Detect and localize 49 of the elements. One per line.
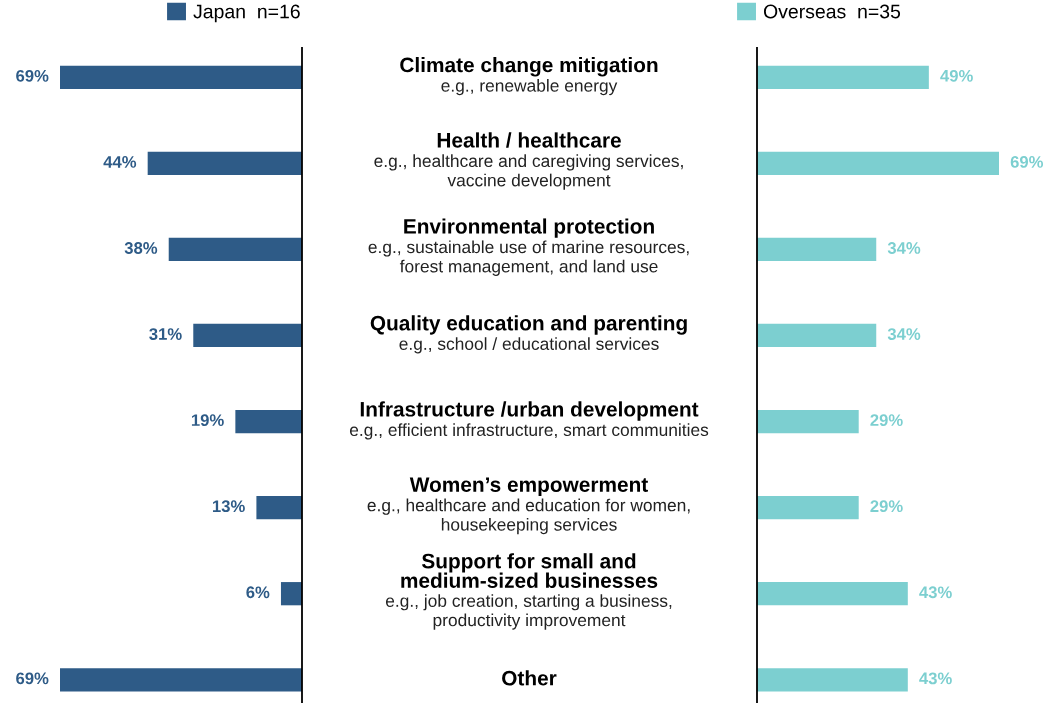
text: e.g., healthcare and education for women, housekeeping services xyxy=(367,498,690,535)
data-label: 29% xyxy=(870,414,903,427)
y-tick-label: Support for small and medium-sized businesses xyxy=(401,553,658,588)
bar xyxy=(193,323,302,348)
bar xyxy=(757,65,929,89)
bar xyxy=(757,151,999,175)
bar xyxy=(168,237,302,262)
data-label: 34% xyxy=(887,242,921,254)
data-label: 44% xyxy=(103,156,137,168)
y-tick-label: Health / healthcare xyxy=(437,132,621,148)
text: e.g., job creation, starting a business, productivity improvement xyxy=(385,594,672,630)
text: e.g., healthcare and caregiving services, vaccine development xyxy=(374,154,683,190)
text: e.g., renewable energy xyxy=(441,79,618,96)
bar xyxy=(256,496,302,520)
data-label: 43% xyxy=(919,672,952,685)
bar xyxy=(757,668,908,692)
bar xyxy=(60,65,302,89)
y-tick-label: Other xyxy=(502,670,557,686)
data-label: 49% xyxy=(940,69,973,82)
legend-label: Japan n=16 xyxy=(193,4,300,23)
bar xyxy=(60,668,302,692)
data-label: 34% xyxy=(887,328,921,340)
data-label: 6% xyxy=(246,586,270,599)
data-label: 43% xyxy=(919,586,952,599)
bar xyxy=(757,323,877,348)
data-label: 29% xyxy=(870,500,903,513)
data-label: 13% xyxy=(212,500,245,513)
data-label: 38% xyxy=(124,242,158,254)
bar xyxy=(757,237,877,262)
data-label: 69% xyxy=(1010,156,1044,168)
data-label: 19% xyxy=(191,414,224,427)
bar xyxy=(147,151,302,175)
y-tick-label: Environmental protection xyxy=(404,218,654,238)
data-label: 31% xyxy=(149,328,182,340)
data-label: 69% xyxy=(16,672,49,685)
y-tick-label: Women’s empowerment xyxy=(409,477,648,497)
y-tick-label: Quality education and parenting xyxy=(370,315,687,335)
bar xyxy=(280,582,302,606)
bar xyxy=(757,409,859,434)
y-tick-label: Climate change mitigation xyxy=(400,57,658,77)
text: e.g., school / educational services xyxy=(399,337,659,354)
y-tick-label: Infrastructure /urban development xyxy=(360,401,699,421)
text: e.g., sustainable use of marine resources, forest management, and land use xyxy=(368,240,689,276)
data-label: 69% xyxy=(16,69,49,82)
bar xyxy=(757,582,908,606)
text: e.g., efficient infrastructure, smart communities xyxy=(349,423,709,440)
bar xyxy=(235,409,302,434)
bar xyxy=(757,496,859,520)
legend-label: Overseas n=35 xyxy=(763,4,901,19)
